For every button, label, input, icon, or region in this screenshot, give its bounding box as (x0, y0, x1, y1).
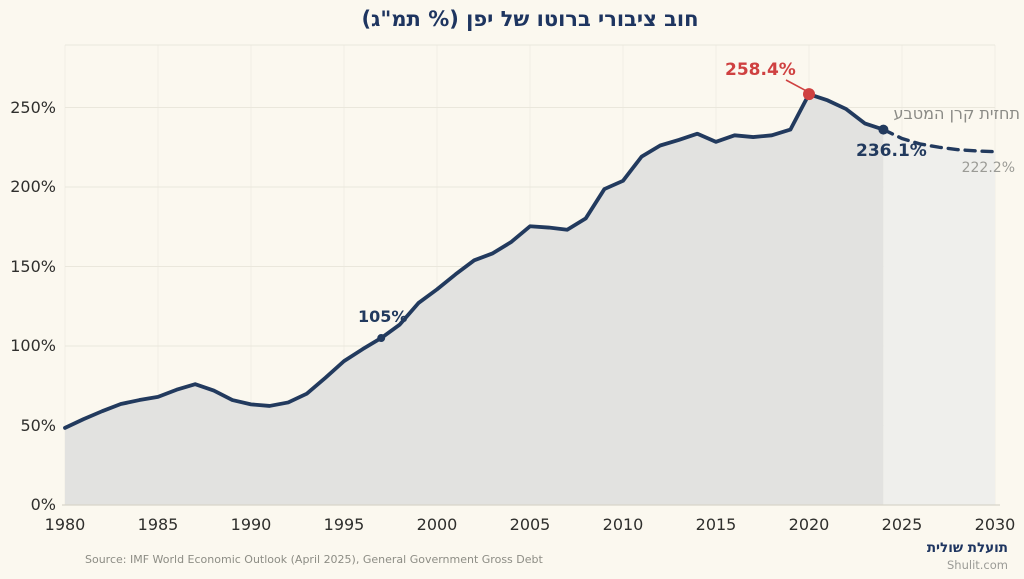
x-tick-label: 2015 (695, 515, 737, 534)
y-tick-label: 200% (10, 177, 56, 196)
y-tick-label: 0% (30, 495, 56, 514)
x-tick-label: 2000 (416, 515, 458, 534)
y-tick-label: 100% (10, 336, 56, 355)
x-tick-label: 1990 (230, 515, 272, 534)
branding-name: תועלת שולית (926, 540, 1008, 556)
imf-forecast-label: תחזית קרן המטבע (893, 104, 1020, 123)
x-tick-label: 2010 (602, 515, 644, 534)
branding: תועלת שולית Shulit.com (927, 540, 1008, 572)
annotation-peak-258: 258.4% (725, 60, 796, 80)
x-tick-label: 2020 (788, 515, 830, 534)
chart-title: חוב ציבורי ברוטו של יפן (% תמ"ג) (361, 7, 699, 31)
annotation-forecast-end-222: 222.2% (961, 160, 1015, 176)
branding-site: Shulit.com (947, 558, 1008, 572)
y-tick-label: 50% (20, 415, 56, 435)
x-tick-label: 1980 (44, 515, 86, 534)
source-note: Source: IMF World Economic Outlook (Apri… (85, 553, 543, 566)
x-tick-label: 2005 (509, 515, 551, 534)
x-tick-label: 2025 (881, 515, 923, 534)
annotation-105-percent: 105% (358, 307, 408, 326)
y-tick-label: 250% (10, 97, 56, 117)
x-tick-label: 2030 (974, 515, 1016, 534)
annotation-latest-236: 236.1% (856, 141, 927, 161)
y-tick-label: 150% (10, 256, 56, 276)
x-tick-label: 1985 (137, 515, 179, 534)
x-tick-label: 1995 (323, 515, 365, 534)
